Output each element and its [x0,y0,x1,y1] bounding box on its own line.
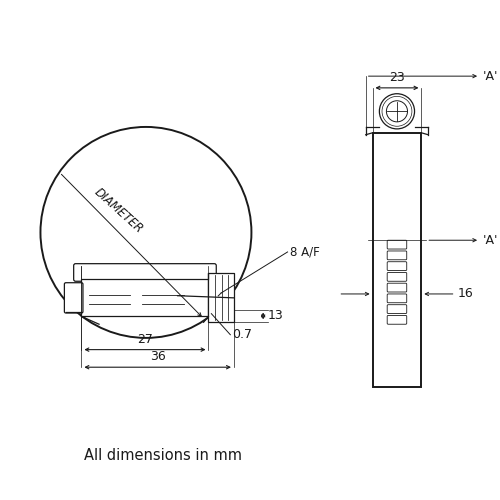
Text: All dimensions in mm: All dimensions in mm [84,448,242,463]
Text: DIAMETER: DIAMETER [92,186,146,236]
Text: 'A': 'A' [483,234,498,246]
Bar [82,280,208,316]
FancyBboxPatch shape [64,282,83,313]
FancyBboxPatch shape [387,262,406,270]
FancyBboxPatch shape [74,264,217,281]
Bar [208,274,234,322]
Text: 'A': 'A' [483,70,498,82]
Text: 16: 16 [458,288,473,300]
Text: 27: 27 [137,332,153,345]
Text: 36: 36 [150,350,166,364]
FancyBboxPatch shape [387,272,406,281]
FancyBboxPatch shape [387,316,406,324]
FancyBboxPatch shape [387,251,406,260]
FancyBboxPatch shape [387,294,406,302]
FancyBboxPatch shape [387,240,406,249]
Text: 23: 23 [389,71,405,84]
FancyBboxPatch shape [387,304,406,314]
FancyBboxPatch shape [387,283,406,292]
Text: 0.7: 0.7 [232,328,252,341]
Text: 8 A/F: 8 A/F [290,246,320,258]
Text: 13: 13 [268,310,284,322]
Bar [372,133,422,386]
